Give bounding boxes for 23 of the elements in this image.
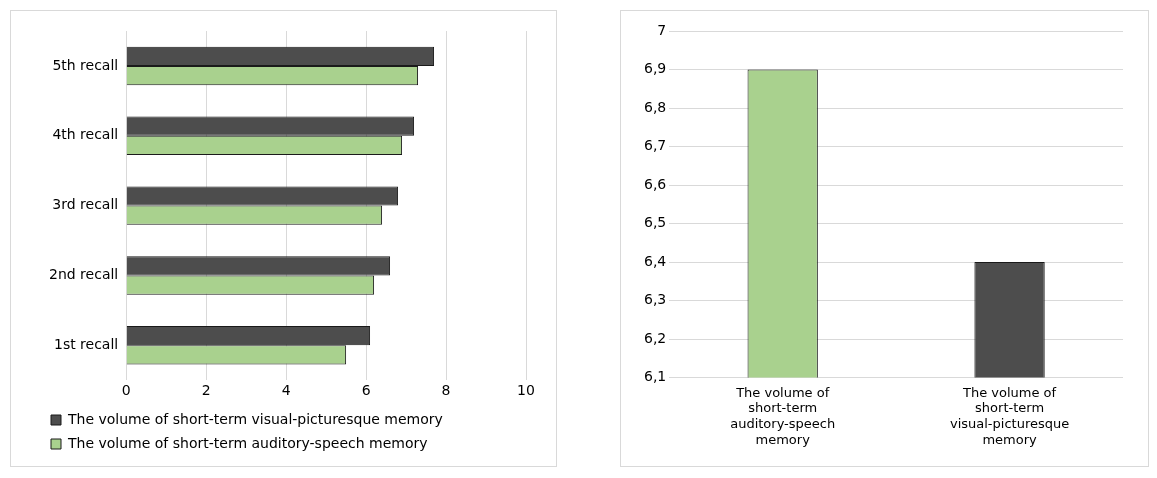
y-tick-label: 6,2	[644, 329, 667, 346]
x-tick-label: The volume of short-term visual-picturesque memory	[949, 384, 1070, 447]
x-tick-label: 4	[281, 382, 291, 399]
y-tick-label: 6,4	[644, 252, 667, 269]
x-tick-label: 6	[361, 382, 371, 399]
y-tick-label: 6,1	[644, 368, 667, 385]
y-tick-label: 3rd recall	[52, 196, 119, 213]
x-tick-label: 8	[441, 382, 451, 399]
y-tick-label: 5th recall	[52, 56, 119, 73]
y-tick-label: 6,5	[644, 214, 667, 231]
y-tick-label: 6,8	[644, 98, 667, 115]
x-tick-label: 0	[121, 382, 131, 399]
y-tick-label: 2nd recall	[49, 266, 119, 283]
x-tick-label: 2	[201, 382, 211, 399]
x-tick-label: 10	[517, 382, 535, 399]
x-tick-label: The volume of short-term auditory-speech memory	[730, 384, 836, 447]
y-tick-label: 6,7	[644, 137, 667, 154]
y-tick-label: 1st recall	[53, 335, 119, 352]
y-tick-label: 6,9	[644, 60, 667, 77]
y-tick-label: 6,6	[644, 175, 667, 192]
y-tick-label: 4th recall	[52, 126, 119, 143]
y-tick-label: 7	[657, 21, 667, 38]
y-tick-label: 6,3	[644, 291, 667, 308]
